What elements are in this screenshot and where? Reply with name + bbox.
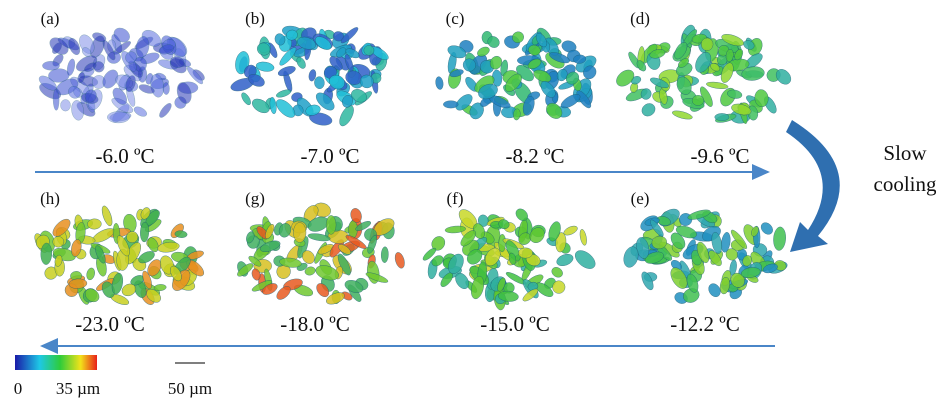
grain — [100, 205, 114, 227]
panel-label: (f) — [447, 189, 464, 208]
grain — [498, 234, 506, 252]
grain — [381, 247, 389, 263]
rendering — [37, 25, 207, 125]
grain — [393, 251, 406, 269]
grain — [435, 76, 444, 90]
grain — [773, 227, 787, 251]
panel-label: (h) — [40, 189, 60, 208]
temperature: -6.0 ºC — [95, 144, 154, 168]
rendering — [32, 205, 206, 307]
grain — [60, 99, 70, 111]
grain — [550, 265, 565, 279]
panel-label: (b) — [245, 9, 265, 28]
rendering — [621, 206, 788, 306]
panel-label: (g) — [245, 189, 265, 208]
figure: Slow cooling 0 35 µm 50 µm (a) -6.0 ºC (b)… — [0, 0, 936, 400]
grain — [157, 101, 173, 119]
grain — [671, 109, 693, 121]
grain — [154, 284, 167, 291]
grain — [132, 105, 148, 119]
curved-arrow — [786, 120, 840, 252]
grain — [759, 220, 775, 236]
temperature: -15.0 ºC — [480, 312, 550, 336]
grain — [42, 61, 59, 70]
grain — [66, 58, 76, 76]
rendering — [435, 26, 599, 122]
colorbar-max: 35 µm — [56, 379, 100, 398]
grain — [715, 113, 729, 120]
scale-bar-label: 50 µm — [168, 379, 212, 398]
rendering — [613, 23, 794, 124]
grain — [326, 215, 336, 234]
panel-label: (d) — [630, 9, 650, 28]
temperature: -9.6 ºC — [690, 144, 749, 168]
grain — [555, 252, 575, 268]
grain — [275, 88, 292, 99]
temperature: -7.0 ºC — [300, 144, 359, 168]
cooling-label: Slow — [883, 141, 927, 165]
grain — [579, 229, 588, 246]
rendering — [235, 201, 406, 307]
panel-label: (e) — [631, 189, 650, 208]
grain — [314, 76, 325, 89]
grain — [572, 247, 599, 272]
panel-label: (c) — [446, 9, 465, 28]
grain — [293, 223, 306, 243]
grain — [639, 101, 657, 119]
grain — [86, 267, 96, 281]
grain — [107, 112, 129, 123]
temperature: -12.2 ºC — [670, 312, 740, 336]
grain — [518, 248, 533, 259]
cooling-label: cooling — [874, 172, 936, 196]
rendering — [421, 206, 598, 311]
grain — [269, 97, 277, 114]
rendering — [229, 24, 390, 128]
temperature: -18.0 ºC — [280, 312, 350, 336]
colorbar — [15, 355, 97, 370]
temperature: -8.2 ºC — [505, 144, 564, 168]
temperature: -23.0 ºC — [75, 312, 145, 336]
panel-label: (a) — [41, 9, 60, 28]
grain — [240, 91, 253, 106]
grain — [53, 89, 59, 110]
grain — [443, 101, 458, 108]
colorbar-min: 0 — [14, 379, 23, 398]
